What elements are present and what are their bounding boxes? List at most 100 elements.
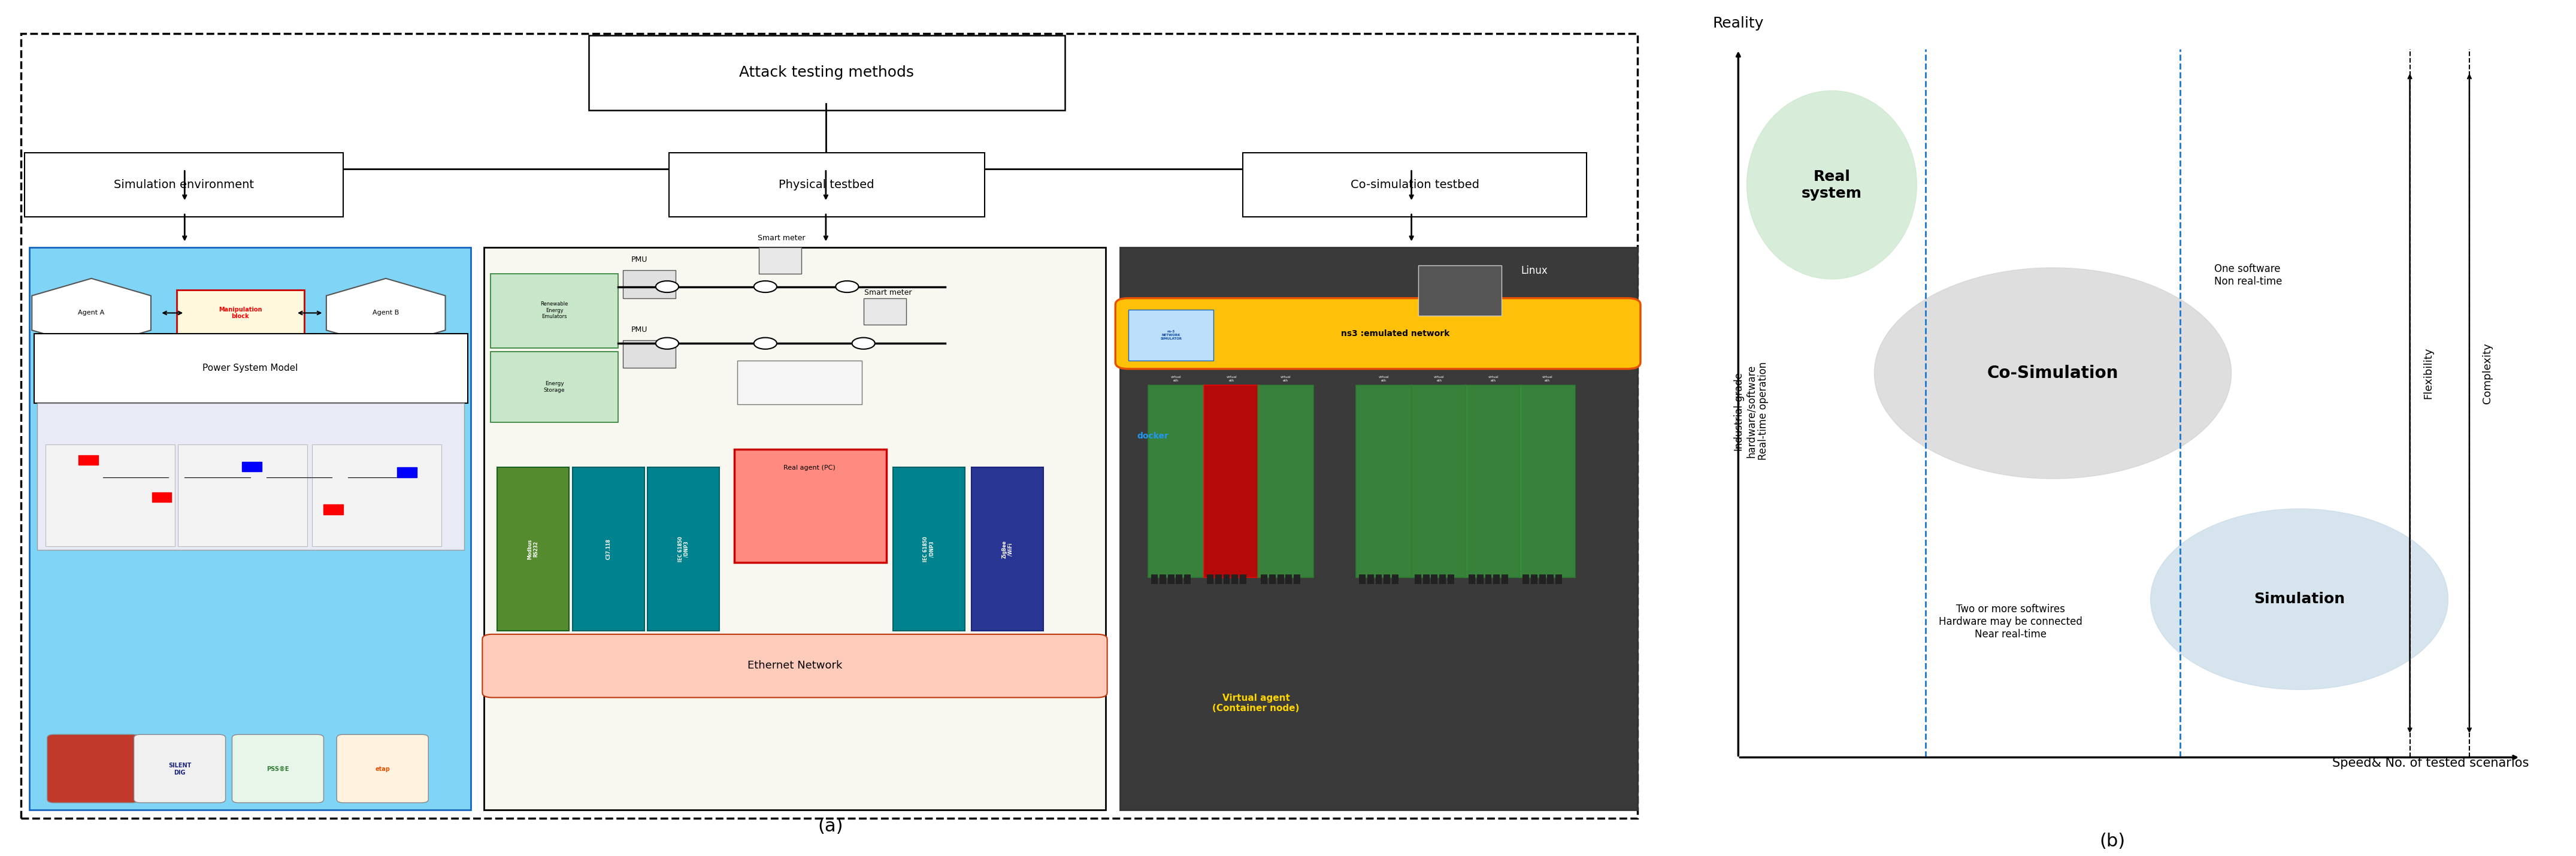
Bar [1167, 574, 1175, 584]
Text: Simulation environment: Simulation environment [113, 179, 255, 190]
Bar [1383, 574, 1391, 584]
FancyBboxPatch shape [572, 467, 644, 631]
Bar [1448, 574, 1453, 584]
Text: Ethernet Network: Ethernet Network [747, 660, 842, 671]
FancyBboxPatch shape [1520, 385, 1574, 578]
Bar [1270, 574, 1275, 584]
FancyBboxPatch shape [46, 444, 175, 546]
FancyBboxPatch shape [1244, 152, 1587, 217]
Circle shape [657, 281, 677, 293]
FancyBboxPatch shape [894, 467, 966, 631]
Ellipse shape [1875, 268, 2231, 479]
Text: Two or more softwires
Hardware may be connected
Near real-time: Two or more softwires Hardware may be co… [1940, 604, 2081, 639]
Circle shape [755, 281, 778, 293]
FancyBboxPatch shape [489, 274, 618, 348]
Bar [152, 492, 173, 502]
Text: Agent B: Agent B [374, 310, 399, 316]
FancyBboxPatch shape [760, 247, 801, 274]
Text: IEC 61850
/DNP3: IEC 61850 /DNP3 [922, 537, 935, 562]
Text: Flexibility: Flexibility [2421, 348, 2434, 399]
Bar [1494, 574, 1499, 584]
Text: Co-simulation testbed: Co-simulation testbed [1350, 179, 1479, 190]
Text: Energy
Storage: Energy Storage [544, 381, 564, 393]
FancyBboxPatch shape [23, 152, 343, 217]
FancyBboxPatch shape [1149, 385, 1203, 578]
Bar [1368, 574, 1373, 584]
Bar [1556, 574, 1561, 584]
Bar [1440, 574, 1445, 584]
Bar [1432, 574, 1437, 584]
Text: Smart meter: Smart meter [863, 288, 912, 296]
Text: Power System Model: Power System Model [204, 364, 299, 372]
Bar [1285, 574, 1293, 584]
FancyBboxPatch shape [734, 449, 886, 562]
Text: ns3 :emulated network: ns3 :emulated network [1340, 330, 1450, 337]
FancyBboxPatch shape [863, 298, 907, 324]
Text: Linux: Linux [1520, 265, 1548, 276]
FancyBboxPatch shape [33, 334, 469, 403]
FancyBboxPatch shape [1355, 385, 1412, 578]
Text: virtual
eth: virtual eth [1378, 376, 1388, 382]
Text: Physical testbed: Physical testbed [778, 179, 873, 190]
Bar [1422, 574, 1430, 584]
Bar [1239, 574, 1247, 584]
Bar [1208, 574, 1213, 584]
Bar [1278, 574, 1283, 584]
Text: docker: docker [1136, 432, 1170, 440]
Text: ZigBee
/WiFi: ZigBee /WiFi [1002, 540, 1012, 558]
FancyBboxPatch shape [1417, 265, 1502, 315]
Bar [1175, 574, 1182, 584]
Text: Virtual agent
(Container node): Virtual agent (Container node) [1213, 693, 1301, 713]
Bar [77, 455, 98, 465]
Text: Industrial-grade
hardware/software
Real-time operation: Industrial-grade hardware/software Real-… [1734, 362, 1770, 460]
FancyBboxPatch shape [482, 634, 1108, 698]
Text: Protection Relays: Protection Relays [783, 363, 848, 371]
Ellipse shape [2151, 508, 2447, 690]
Bar [1502, 574, 1507, 584]
Bar [1262, 574, 1267, 584]
Text: PMU: PMU [631, 256, 647, 264]
Text: etap: etap [376, 766, 389, 772]
Bar [1224, 574, 1229, 584]
FancyBboxPatch shape [1121, 247, 1638, 810]
Text: (a): (a) [819, 817, 842, 835]
Text: ns-3
NETWORK
SIMULATOR: ns-3 NETWORK SIMULATOR [1159, 330, 1182, 340]
Text: Manipulation
block: Manipulation block [219, 306, 263, 319]
FancyBboxPatch shape [1203, 385, 1260, 578]
FancyBboxPatch shape [337, 734, 428, 803]
Bar [1151, 574, 1157, 584]
FancyBboxPatch shape [134, 734, 227, 803]
Bar [1159, 574, 1167, 584]
FancyBboxPatch shape [39, 403, 464, 550]
Bar [1185, 574, 1190, 584]
Circle shape [835, 281, 858, 293]
FancyBboxPatch shape [178, 444, 307, 546]
FancyBboxPatch shape [623, 340, 675, 368]
Text: Real
system: Real system [1801, 169, 1862, 200]
FancyBboxPatch shape [1128, 310, 1213, 360]
FancyBboxPatch shape [46, 734, 139, 803]
FancyBboxPatch shape [971, 467, 1043, 631]
Text: Smart meter: Smart meter [757, 235, 806, 242]
Text: Modbus
RS232: Modbus RS232 [528, 539, 538, 560]
Text: virtual
eth: virtual eth [1170, 376, 1182, 382]
Text: PMU: PMU [631, 326, 647, 334]
Text: virtual
eth: virtual eth [1489, 376, 1499, 382]
Text: Co-Simulation: Co-Simulation [1986, 365, 2117, 382]
Text: virtual
eth: virtual eth [1543, 376, 1553, 382]
Circle shape [853, 337, 876, 349]
Bar [325, 504, 343, 514]
Text: Agent A: Agent A [77, 310, 106, 316]
Circle shape [755, 337, 778, 349]
Bar [242, 461, 263, 472]
Bar [397, 467, 417, 478]
Text: virtual
eth: virtual eth [1435, 376, 1445, 382]
Bar [1538, 574, 1546, 584]
Text: PSS®E: PSS®E [268, 766, 289, 772]
Text: virtual
eth: virtual eth [1280, 376, 1291, 382]
Bar [1360, 574, 1365, 584]
FancyBboxPatch shape [175, 290, 304, 336]
FancyBboxPatch shape [497, 467, 569, 631]
Text: virtual
eth: virtual eth [1226, 376, 1236, 382]
FancyBboxPatch shape [232, 734, 325, 803]
